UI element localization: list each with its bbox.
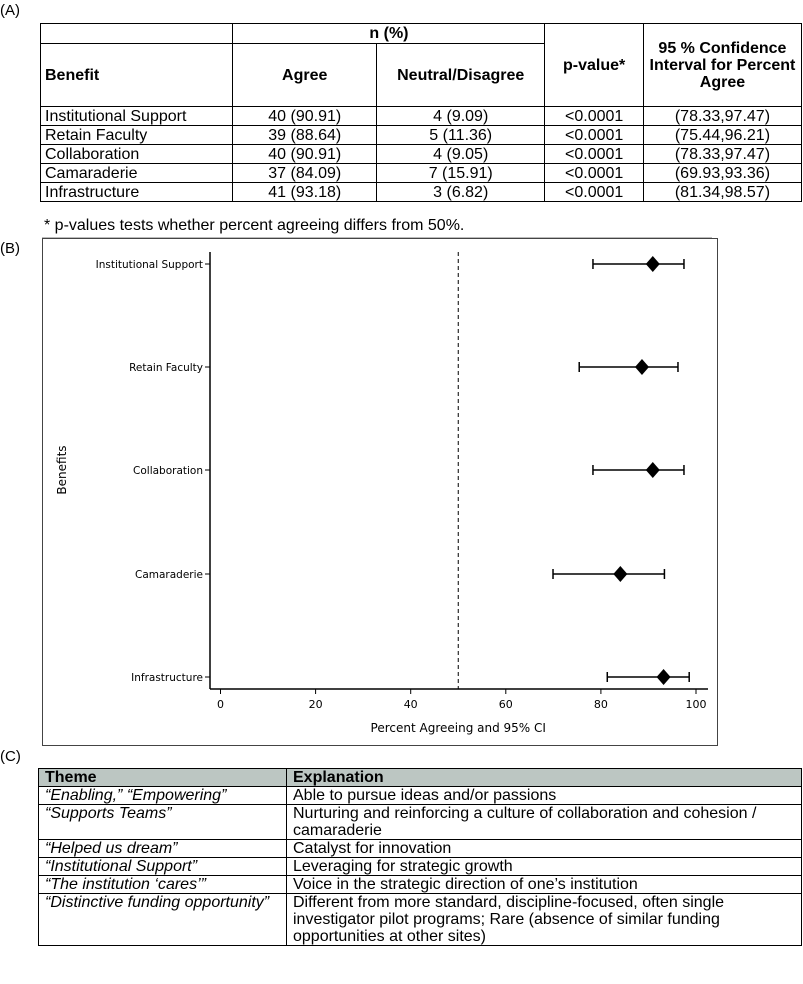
table-row: Camaraderie 37 (84.09) 7 (15.91) <0.0001 (69… <box>39 163 803 183</box>
agree-header: Agree <box>232 43 377 107</box>
divider <box>42 237 712 238</box>
theme-header: Theme <box>38 768 287 787</box>
explanation-cell: Leveraging for strategic growth <box>286 857 802 876</box>
explanation-cell: Voice in the strategic direction of one’… <box>286 875 802 894</box>
x-tick-label: 60 <box>499 698 513 711</box>
neutral-cell: 5 (11.36) <box>375 125 546 145</box>
point-estimate-diamond <box>634 359 649 375</box>
benefit-cell: Collaboration <box>39 144 234 164</box>
agree-cell: 37 (84.09) <box>232 163 377 183</box>
panel-label-a: (A) <box>0 2 20 19</box>
ci-cell: (69.93,93.36) <box>642 163 803 183</box>
x-tick-label: 20 <box>309 698 323 711</box>
explanation-cell: Catalyst for innovation <box>286 839 802 858</box>
x-tick-label: 100 <box>686 698 707 711</box>
neutral-cell: 4 (9.09) <box>375 106 546 126</box>
panel-label-b: (B) <box>0 240 20 257</box>
pvalue-cell: <0.0001 <box>544 163 644 183</box>
neutral-header: Neutral/Disagree <box>375 43 546 107</box>
ci-cell: (75.44,96.21) <box>642 125 803 145</box>
explanation-cell: Different from more standard, discipline… <box>286 893 802 946</box>
benefit-cell: Institutional Support <box>39 106 234 126</box>
table-row: “Institutional Support” Leveraging for st… <box>38 857 802 876</box>
theme-cell: “Distinctive funding opportunity” <box>38 893 287 946</box>
theme-cell: “Helped us dream” <box>38 839 287 858</box>
point-estimate-diamond <box>656 669 671 685</box>
pvalue-cell: <0.0001 <box>544 182 644 202</box>
y-tick-label: Infrastructure <box>131 672 203 684</box>
y-tick-label: Collaboration <box>133 465 203 477</box>
ci-cell: (78.33,97.47) <box>642 106 803 126</box>
neutral-cell: 4 (9.05) <box>375 144 546 164</box>
panel-label-c: (C) <box>0 748 21 765</box>
table-row: “The institution ‘cares’” Voice in the st… <box>38 875 802 894</box>
x-tick-label: 40 <box>404 698 418 711</box>
explanation-cell: Able to pursue ideas and/or passions <box>286 786 802 805</box>
benefits-table: n (%) p-value* 95 % Confidence Interval … <box>39 23 803 202</box>
y-tick-label: Retain Faculty <box>129 362 203 374</box>
x-axis-title: Percent Agreeing and 95% CI <box>371 721 546 735</box>
table-row: “Distinctive funding opportunity” Differe… <box>38 893 802 946</box>
explanation-header: Explanation <box>286 768 802 787</box>
explanation-cell: Nurturing and reinforcing a culture of c… <box>286 804 802 840</box>
neutral-cell: 3 (6.82) <box>375 182 546 202</box>
pvalue-cell: <0.0001 <box>544 125 644 145</box>
theme-cell: “Supports Teams” <box>38 804 287 840</box>
y-tick-label: Institutional Support <box>96 259 203 271</box>
neutral-cell: 7 (15.91) <box>375 163 546 183</box>
table-row: Institutional Support 40 (90.91) 4 (9.09) <… <box>39 106 803 126</box>
theme-cell: “The institution ‘cares’” <box>38 875 287 894</box>
table-row: Retain Faculty 39 (88.64) 5 (11.36) <0.0001… <box>39 125 803 145</box>
table-row: “Helped us dream” Catalyst for innovation <box>38 839 802 858</box>
x-tick-label: 0 <box>217 698 224 711</box>
agree-cell: 39 (88.64) <box>232 125 377 145</box>
agree-cell: 41 (93.18) <box>232 182 377 202</box>
table-row: Infrastructure 41 (93.18) 3 (6.82) <0.0001(… <box>39 182 803 202</box>
y-axis-title: Benefits <box>55 445 69 494</box>
benefit-header: Benefit <box>39 43 234 107</box>
theme-cell: “Institutional Support” <box>38 857 287 876</box>
benefit-cell: Infrastructure <box>39 182 234 202</box>
ci-cell: (81.34,98.57) <box>642 182 803 202</box>
theme-cell: “Enabling,” “Empowering” <box>38 786 287 805</box>
x-tick-label: 80 <box>594 698 608 711</box>
table-row: “Enabling,” “Empowering” Able to pursue i… <box>38 786 802 805</box>
ci-header: 95 % Confidence Interval for Percent Agr… <box>642 23 803 107</box>
chart-frame <box>42 238 718 746</box>
point-estimate-diamond <box>613 566 628 582</box>
point-estimate-diamond <box>645 462 660 478</box>
table-footnote: * p-values tests whether percent agreein… <box>44 217 465 234</box>
themes-table: Theme Explanation “Enabling,” “Empowerin… <box>38 768 802 946</box>
table-row: “Supports Teams” Nurturing and reinforcin… <box>38 804 802 840</box>
forest-plot: 0 20 40 60 80 100 Percent Agreeing and 95% CI B… <box>55 252 708 735</box>
benefit-cell: Retain Faculty <box>39 125 234 145</box>
pvalue-cell: <0.0001 <box>544 106 644 126</box>
point-estimate-diamond <box>645 256 660 272</box>
y-tick-label: Camaraderie <box>135 569 203 581</box>
